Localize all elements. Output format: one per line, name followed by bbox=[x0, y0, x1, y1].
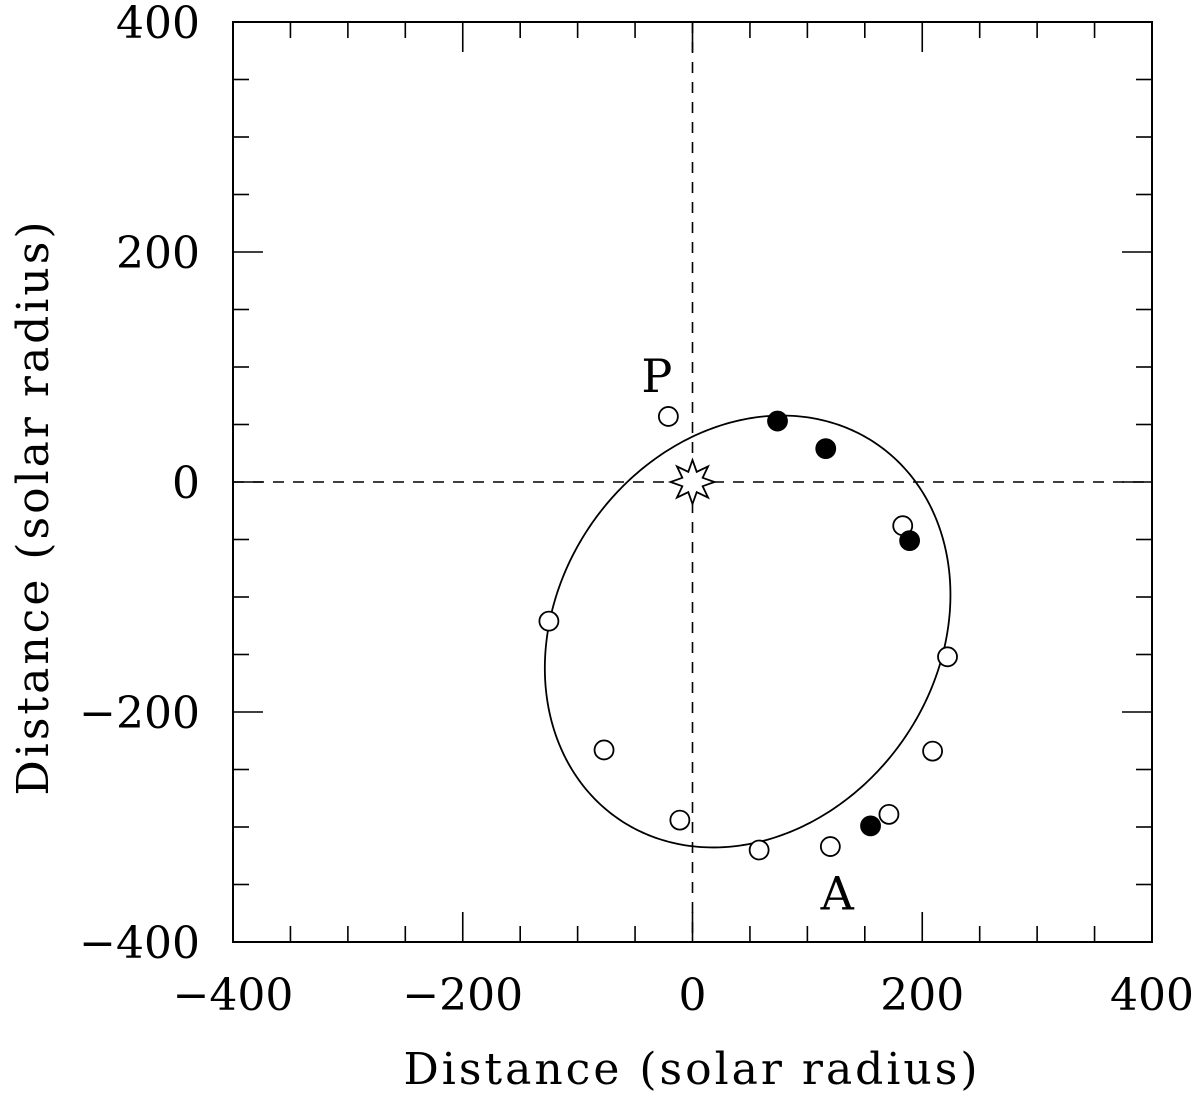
x-tick-label: −400 bbox=[173, 970, 294, 1021]
y-tick-label: −200 bbox=[79, 688, 200, 739]
filled-data-point bbox=[899, 530, 921, 552]
open-data-point bbox=[593, 739, 615, 761]
x-tick-label: 0 bbox=[679, 970, 707, 1021]
y-axis-title: Distance (solar radius) bbox=[8, 219, 59, 796]
x-tick-label: −200 bbox=[402, 970, 523, 1021]
central-star-marker bbox=[667, 457, 718, 507]
annotation-a: A bbox=[820, 867, 855, 921]
open-data-point bbox=[819, 836, 841, 857]
y-tick-label: 200 bbox=[116, 228, 200, 279]
axis-ticks bbox=[232, 21, 1153, 943]
annotation-p: P bbox=[641, 349, 672, 403]
x-tick-label: 200 bbox=[880, 970, 964, 1021]
filled-data-point bbox=[767, 410, 788, 432]
orbit-ellipse bbox=[543, 414, 952, 849]
plot-area: PA bbox=[232, 21, 1153, 943]
open-data-point bbox=[937, 646, 958, 668]
filled-data-point bbox=[860, 815, 881, 837]
open-data-point bbox=[669, 809, 691, 831]
open-data-point bbox=[538, 610, 560, 632]
y-tick-label: −400 bbox=[79, 918, 200, 969]
open-data-point bbox=[878, 803, 900, 825]
open-data-point bbox=[748, 839, 770, 861]
open-data-point bbox=[657, 406, 679, 427]
open-data-point bbox=[922, 740, 943, 762]
filled-data-point bbox=[815, 438, 837, 460]
x-tick-label: 400 bbox=[1110, 970, 1194, 1021]
y-tick-label: 400 bbox=[116, 0, 200, 49]
tick-labels: −400 −200 0 200 400 −400 −200 0 200 400 bbox=[79, 0, 1194, 1021]
x-axis-title: Distance (solar radius) bbox=[404, 1044, 981, 1095]
y-tick-label: 0 bbox=[172, 458, 200, 509]
